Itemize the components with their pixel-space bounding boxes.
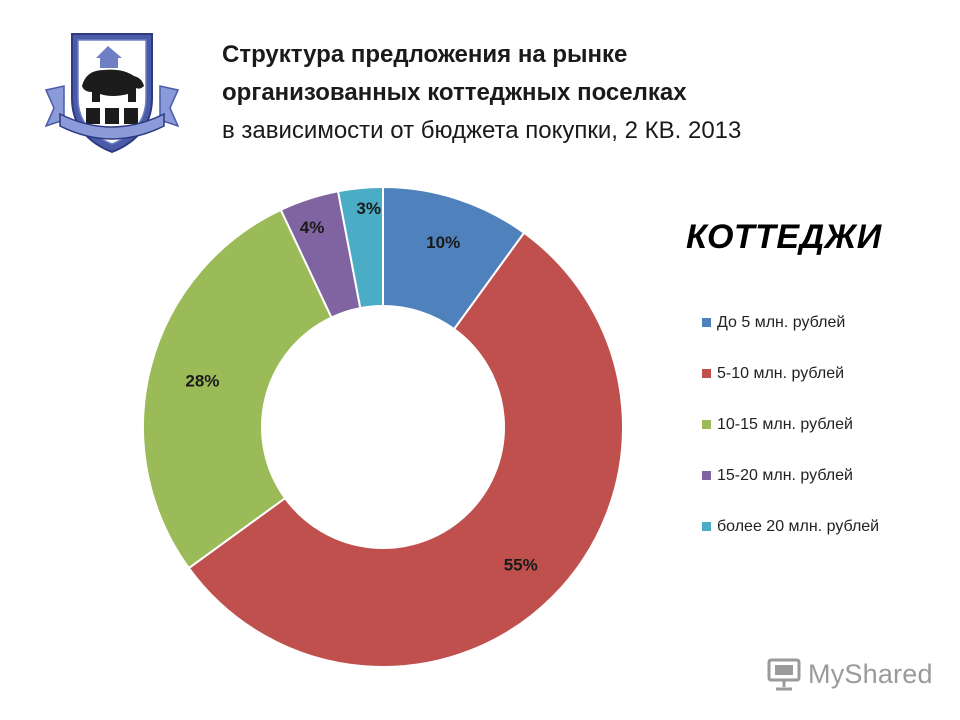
title-line-1: Структура предложения на рынке	[222, 41, 628, 68]
legend-swatch	[702, 471, 711, 480]
slide-title: Структура предложения на рынке организов…	[222, 36, 922, 150]
watermark: MyShared	[766, 656, 933, 692]
donut-chart: 10% 55% 28% 4% 3%	[142, 185, 624, 668]
chart-title: КОТТЕДЖИ	[686, 218, 882, 256]
legend-item: 15-20 млн. рублей	[702, 465, 942, 486]
data-label: 10%	[426, 233, 460, 252]
organization-logo	[44, 33, 180, 154]
legend-item: 10-15 млн. рублей	[702, 414, 942, 435]
legend-label: До 5 млн. рублей	[717, 314, 846, 331]
legend-label: 15-20 млн. рублей	[717, 467, 853, 484]
legend-swatch	[702, 318, 711, 327]
legend-label: более 20 млн. рублей	[717, 518, 880, 535]
watermark-text: MyShared	[808, 658, 933, 689]
legend-label: 10-15 млн. рублей	[717, 416, 853, 433]
title-line-2: организованных коттеджных поселках	[222, 79, 687, 106]
data-label: 3%	[356, 199, 381, 218]
title-line-3: в зависимости от бюджета покупки, 2 КВ. …	[222, 117, 742, 144]
legend-item: 5-10 млн. рублей	[702, 363, 942, 384]
data-label: 4%	[300, 218, 325, 237]
legend-swatch	[702, 522, 711, 531]
legend-label: 5-10 млн. рублей	[717, 365, 845, 382]
legend-swatch	[702, 369, 711, 378]
presentation-icon	[767, 658, 801, 691]
legend-item: До 5 млн. рублей	[702, 312, 942, 333]
donut-slice	[187, 231, 624, 668]
data-label: 55%	[504, 556, 538, 575]
donut-slice	[142, 208, 333, 570]
legend-item: более 20 млн. рублей	[702, 516, 942, 537]
legend-swatch	[702, 420, 711, 429]
donut-slice	[336, 185, 384, 310]
data-label: 28%	[185, 372, 219, 391]
